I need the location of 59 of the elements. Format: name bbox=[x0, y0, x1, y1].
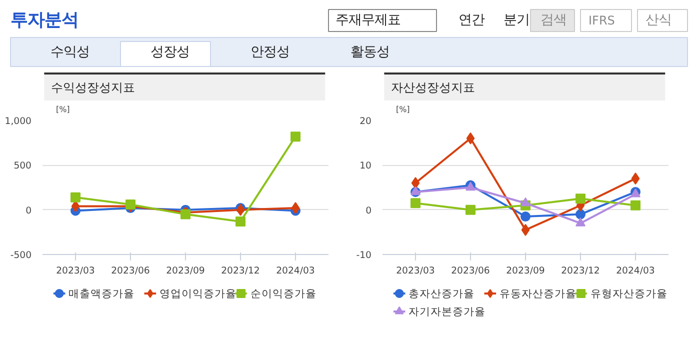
y-axis-title: [%] bbox=[396, 105, 410, 114]
text: 수익성 bbox=[50, 45, 90, 60]
y-axis-title: [%] bbox=[56, 105, 70, 114]
x-tick-label: 2023/06 bbox=[111, 266, 150, 276]
legend-label: 유형자산증가율 bbox=[590, 287, 668, 300]
text: 투자분석 bbox=[10, 10, 78, 30]
point bbox=[466, 132, 475, 144]
text: IFRS bbox=[588, 14, 615, 28]
x-tick-label: 2023/03 bbox=[56, 266, 95, 276]
point bbox=[70, 192, 80, 202]
chart-title: 자산성장성지표 bbox=[390, 80, 475, 94]
text: 주재무제표 bbox=[336, 13, 400, 28]
text: 연간 bbox=[458, 13, 484, 28]
legend-label: 영업이익증가율 bbox=[159, 287, 236, 300]
point bbox=[236, 204, 245, 216]
point bbox=[126, 199, 136, 210]
y-tick-label: 20 bbox=[360, 116, 372, 127]
point bbox=[180, 209, 190, 220]
x-tick-label: 2023/06 bbox=[451, 266, 490, 276]
x-tick-label: 2023/09 bbox=[506, 266, 545, 276]
x-tick-label: 2024/03 bbox=[276, 266, 315, 276]
x-tick-label: 2023/12 bbox=[561, 266, 600, 276]
legend-label: 총자산증가율 bbox=[408, 287, 475, 300]
x-tick-label: 2024/03 bbox=[616, 266, 655, 276]
point bbox=[410, 198, 420, 208]
x-tick-label: 2023/12 bbox=[221, 266, 260, 276]
text: 안정성 bbox=[250, 45, 290, 60]
point bbox=[576, 209, 586, 220]
legend-label: 자기자본증가율 bbox=[408, 305, 486, 318]
point bbox=[291, 202, 300, 214]
y-tick-label: 1,000 bbox=[4, 116, 32, 127]
text: 산식 bbox=[646, 13, 672, 28]
x-tick-label: 2023/03 bbox=[396, 266, 435, 276]
point bbox=[521, 224, 530, 236]
text: 성장성 bbox=[150, 45, 190, 60]
x-tick-label: 2023/09 bbox=[166, 266, 205, 276]
y-tick-label: -10 bbox=[356, 250, 372, 261]
y-tick-label: 0 bbox=[26, 205, 32, 216]
legend-label: 매출액증가율 bbox=[68, 287, 135, 300]
point bbox=[576, 218, 586, 226]
legend-label: 유동자산증가율 bbox=[499, 287, 576, 300]
chart-title: 수익성장성지표 bbox=[50, 80, 135, 94]
legend-label: 순이익증가율 bbox=[250, 287, 316, 300]
text: 활동성 bbox=[350, 45, 390, 60]
point bbox=[631, 172, 640, 185]
point bbox=[520, 197, 530, 206]
y-tick-label: -500 bbox=[10, 250, 32, 261]
y-tick-label: 500 bbox=[14, 160, 32, 172]
y-tick-label: 0 bbox=[366, 205, 372, 216]
point bbox=[630, 200, 640, 210]
text: 분기 bbox=[504, 13, 530, 28]
point bbox=[236, 216, 246, 226]
text: 검색 bbox=[540, 13, 566, 28]
point bbox=[576, 194, 586, 204]
point bbox=[520, 212, 530, 222]
point bbox=[411, 177, 420, 190]
point bbox=[466, 204, 476, 215]
y-tick-label: 10 bbox=[360, 160, 372, 172]
point bbox=[290, 132, 300, 142]
